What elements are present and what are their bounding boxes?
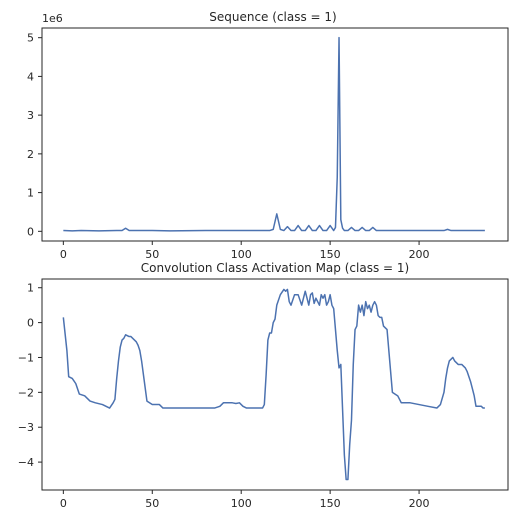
sequence-panel: Sequence (class = 1) 1e6 0 50 100 150 200 0 1 2… bbox=[27, 10, 509, 261]
y-tick-label: 0 bbox=[27, 225, 34, 238]
y-tick-label: 1 bbox=[27, 282, 34, 295]
x-tick-label: 100 bbox=[231, 248, 252, 261]
x-tick-label: 0 bbox=[60, 248, 67, 261]
y-tick-label: 0 bbox=[27, 317, 34, 330]
y-tick-label: 3 bbox=[27, 109, 34, 122]
y-tick-label: −1 bbox=[18, 351, 34, 364]
x-tick-label: 0 bbox=[60, 497, 67, 510]
sequence-line bbox=[63, 36, 485, 232]
y-tick-label: −4 bbox=[18, 456, 34, 469]
x-tick-label: 100 bbox=[231, 497, 252, 510]
y-tick-label: 2 bbox=[27, 148, 34, 161]
x-tick-label: 50 bbox=[145, 497, 159, 510]
x-tick-label: 200 bbox=[409, 248, 430, 261]
x-tick-label: 200 bbox=[409, 497, 430, 510]
y-tick-label: 4 bbox=[27, 70, 34, 83]
x-tick-label: 150 bbox=[320, 248, 341, 261]
cam-title: Convolution Class Activation Map (class … bbox=[141, 261, 409, 275]
x-tick-label: 50 bbox=[145, 248, 159, 261]
cam-line bbox=[62, 288, 485, 481]
y-tick-label: −2 bbox=[18, 386, 34, 399]
sequence-axes-frame bbox=[41, 27, 509, 242]
cam-axes-frame bbox=[41, 278, 509, 491]
sequence-ticks: 0 50 100 150 200 0 1 2 3 4 5 bbox=[27, 32, 430, 261]
cam-panel: Convolution Class Activation Map (class … bbox=[18, 261, 509, 510]
y-tick-label: −3 bbox=[18, 421, 34, 434]
offset-label: 1e6 bbox=[42, 12, 63, 25]
sequence-title: Sequence (class = 1) bbox=[209, 10, 336, 24]
y-tick-label: 1 bbox=[27, 187, 34, 200]
y-tick-label: 5 bbox=[27, 32, 34, 45]
cam-ticks: 0 50 100 150 200 −4 −3 −2 −1 0 1 bbox=[18, 282, 430, 510]
x-tick-label: 150 bbox=[320, 497, 341, 510]
